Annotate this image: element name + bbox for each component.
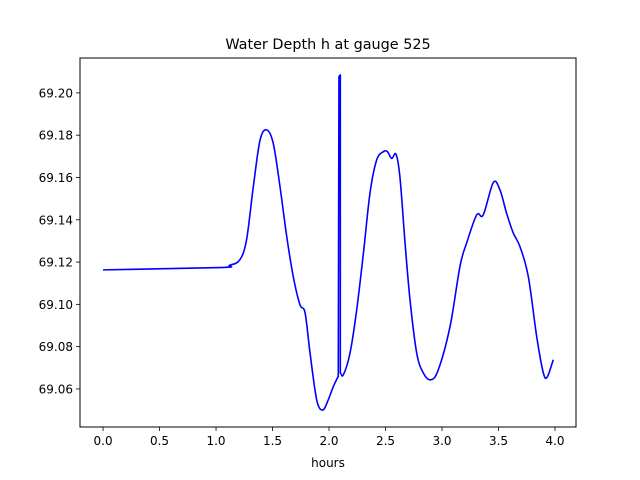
y-tick-label: 69.20 — [39, 86, 73, 100]
x-tick-label: 2.5 — [376, 434, 395, 448]
axes-frame — [79, 57, 577, 428]
chart-title: Water Depth h at gauge 525 — [225, 37, 430, 53]
y-tick-label: 69.18 — [39, 129, 73, 143]
x-tick-label: 3.5 — [489, 434, 508, 448]
y-tick-label: 69.08 — [39, 340, 73, 354]
y-tick-label: 69.06 — [39, 382, 73, 396]
x-tick-label: 0.5 — [150, 434, 169, 448]
x-tick-label: 0.0 — [94, 434, 113, 448]
series-line-h — [103, 74, 555, 411]
plot-area — [103, 74, 555, 411]
x-tick-label: 4.0 — [545, 434, 564, 448]
y-tick-label: 69.12 — [39, 256, 73, 270]
x-tick-label: 1.0 — [206, 434, 225, 448]
y-axis: 69.06 69.08 69.10 69.12 69.14 69.16 69.18 69.20 — [39, 86, 80, 396]
x-axis: 0.0 0.5 1.0 1.5 2.0 2.5 3.0 3.5 4.0 — [94, 427, 565, 448]
x-axis-label: hours — [311, 456, 345, 470]
x-tick-label: 2.0 — [319, 434, 338, 448]
y-tick-label: 69.14 — [39, 213, 73, 227]
y-tick-label: 69.16 — [39, 171, 73, 185]
x-tick-label: 3.0 — [432, 434, 451, 448]
x-tick-label: 1.5 — [263, 434, 282, 448]
y-tick-label: 69.10 — [39, 298, 73, 312]
